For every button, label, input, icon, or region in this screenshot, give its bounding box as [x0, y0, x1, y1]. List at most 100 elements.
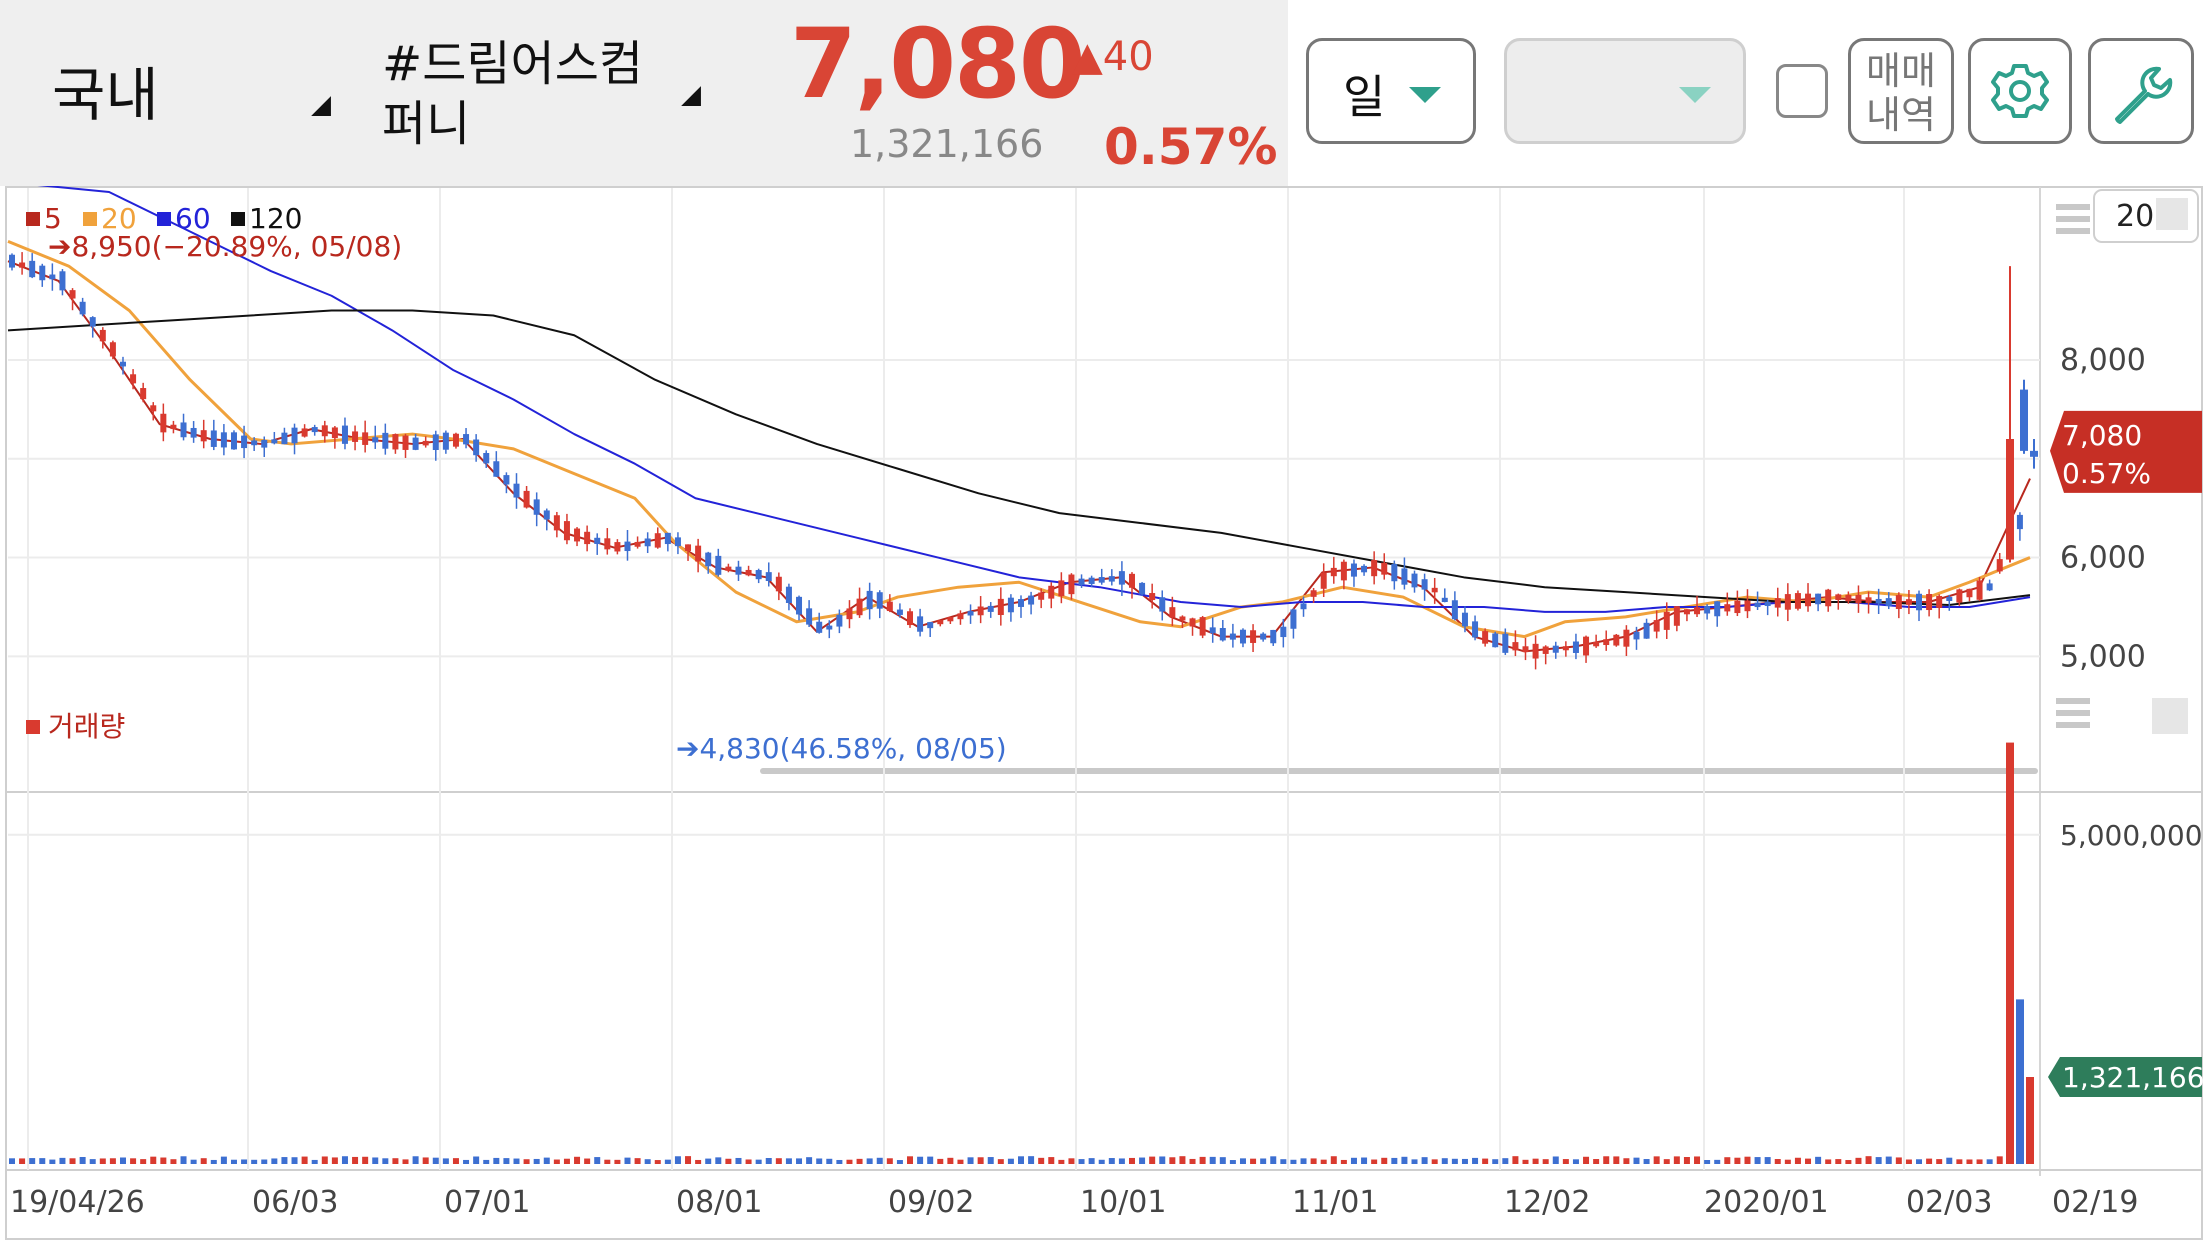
candle-body	[452, 433, 459, 447]
candle-body	[1189, 618, 1196, 627]
chart-canvas[interactable]: 8,000 6,000 5,000 5,000,000 19/04/26 06/03 07/…	[0, 186, 2208, 1242]
volume-bar	[190, 1159, 197, 1164]
change-rate: 0.57%	[1104, 118, 1278, 176]
settings-button[interactable]	[1968, 38, 2072, 144]
volume-bar	[1572, 1159, 1579, 1164]
ma120-line	[7, 309, 2031, 606]
volume-bar	[997, 1159, 1004, 1164]
candle-body	[1199, 617, 1206, 636]
stock-name-selector[interactable]: #드림어스컴퍼니	[382, 36, 644, 152]
candle-body	[1118, 571, 1125, 585]
candle-body	[241, 435, 248, 449]
overlay-checkbox[interactable]	[1776, 64, 1828, 118]
menu-icon[interactable]	[2056, 722, 2090, 728]
candle-body	[1835, 594, 1842, 600]
volume-bar	[977, 1157, 984, 1164]
indicator-select[interactable]	[1504, 38, 1746, 144]
chart-frame	[5, 186, 2203, 1240]
menu-icon[interactable]	[2056, 698, 2090, 704]
candle-body	[362, 432, 369, 445]
candle-body	[1028, 595, 1035, 605]
volume-bar	[1885, 1156, 1892, 1164]
candle-body	[1300, 603, 1307, 610]
candle-body	[1764, 601, 1771, 606]
volume-bar	[1764, 1157, 1771, 1164]
candle-body	[1058, 580, 1065, 597]
candle-body	[1875, 598, 1882, 604]
candle-body	[19, 262, 26, 268]
market-selector[interactable]: 국내	[52, 61, 159, 129]
close-icon[interactable]	[2156, 198, 2188, 230]
volume-bar	[1431, 1159, 1438, 1164]
menu-icon[interactable]	[2056, 216, 2090, 222]
period-label: 일	[1343, 70, 1386, 124]
menu-icon[interactable]	[2056, 228, 2090, 234]
candle-body	[311, 427, 318, 433]
candle-body	[59, 271, 66, 291]
candle-body	[937, 620, 944, 625]
tools-button[interactable]	[2088, 38, 2194, 144]
volume-bar	[483, 1159, 490, 1164]
volume-bar	[170, 1159, 177, 1164]
volume-bar	[1552, 1156, 1559, 1164]
candle-body	[412, 437, 419, 450]
volume-bar	[261, 1159, 268, 1164]
x-tick-label: 02/19	[2052, 1185, 2138, 1220]
volume-bar	[311, 1159, 318, 1164]
volume-bar	[1613, 1156, 1620, 1164]
volume-bar	[1260, 1158, 1267, 1164]
volume-bar	[1108, 1158, 1115, 1164]
candle-body	[685, 544, 692, 551]
volume-bar	[735, 1157, 742, 1164]
candle-body	[604, 538, 611, 550]
panel-splitter[interactable]	[760, 768, 2038, 774]
volume-bar	[160, 1157, 167, 1164]
volume-bar	[1492, 1159, 1499, 1164]
candle-body	[1825, 589, 1832, 607]
trade-history-button[interactable]: 매매 내역	[1848, 38, 1954, 144]
candle-body	[1169, 607, 1176, 618]
stock-chart[interactable]: 8,000 6,000 5,000 5,000,000 19/04/26 06/03 07/…	[0, 186, 2208, 1242]
volume-bar	[755, 1159, 762, 1164]
trade-history-label-line2: 내역	[1866, 93, 1936, 137]
triangle-dropdown-icon[interactable]	[311, 96, 341, 126]
candle-body	[1593, 641, 1600, 647]
period-select[interactable]: 일	[1306, 38, 1476, 144]
volume-bar	[1815, 1156, 1822, 1164]
volume-bar	[1381, 1157, 1388, 1164]
menu-icon[interactable]	[2056, 204, 2090, 210]
volume-bar	[745, 1159, 752, 1164]
volume-bar	[1855, 1157, 1862, 1164]
volume-bar	[574, 1156, 581, 1164]
candle-body	[907, 611, 914, 626]
candle-body	[382, 432, 389, 449]
volume-bar	[432, 1157, 439, 1164]
candle-body	[1996, 559, 2003, 572]
candle-body	[1532, 643, 1539, 659]
candle-body	[634, 541, 641, 547]
candle-body	[1845, 594, 1852, 602]
volume-bar	[89, 1159, 96, 1164]
volume-bar	[1401, 1156, 1408, 1164]
menu-icon[interactable]	[2056, 710, 2090, 716]
volume-bar	[140, 1159, 147, 1164]
volume-bar	[1048, 1157, 1055, 1164]
volume-bar	[1441, 1158, 1448, 1164]
candle-body	[644, 538, 651, 547]
volume-bar	[1966, 1159, 1973, 1164]
candle-body	[553, 515, 560, 531]
candle-body	[341, 425, 348, 444]
candle-body	[1179, 616, 1186, 621]
candle-body	[473, 439, 480, 456]
close-icon[interactable]	[2152, 698, 2188, 734]
triangle-dropdown-icon[interactable]	[681, 86, 711, 116]
candle-body	[1350, 563, 1357, 577]
candle-body	[230, 432, 237, 450]
candle-body	[765, 572, 772, 582]
volume-bar	[1250, 1158, 1257, 1164]
candle-body	[1986, 583, 1993, 591]
volume-bar	[1482, 1158, 1489, 1164]
volume-bar	[271, 1158, 278, 1164]
candle-body	[1926, 594, 1933, 611]
candle-body	[1855, 595, 1862, 604]
